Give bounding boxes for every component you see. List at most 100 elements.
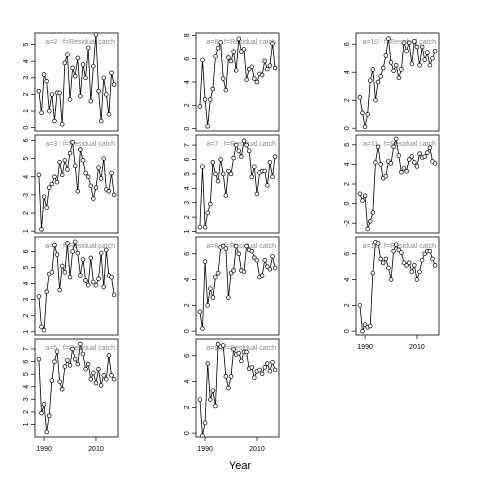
data-point bbox=[404, 48, 409, 54]
data-point bbox=[404, 169, 409, 174]
data-point bbox=[393, 242, 399, 247]
data-point bbox=[257, 367, 262, 373]
data-point bbox=[213, 171, 218, 177]
data-point bbox=[365, 226, 370, 232]
data-point bbox=[215, 270, 221, 276]
data-point bbox=[197, 309, 203, 315]
data-point bbox=[41, 327, 47, 333]
data-point bbox=[88, 376, 94, 382]
data-point bbox=[267, 266, 273, 272]
y-tick-label: 2 bbox=[23, 314, 30, 318]
data-point bbox=[70, 140, 75, 145]
data-point bbox=[252, 375, 257, 380]
data-point bbox=[62, 158, 68, 163]
y-tick-label: 6 bbox=[344, 143, 351, 147]
data-point bbox=[246, 148, 252, 154]
data-point bbox=[401, 166, 407, 171]
data-point bbox=[357, 303, 363, 308]
data-point bbox=[49, 92, 55, 97]
y-tick-label: 2 bbox=[23, 92, 30, 96]
y-tick-label: 5 bbox=[23, 372, 30, 376]
data-point bbox=[228, 171, 234, 177]
y-tick-label: 6 bbox=[23, 360, 30, 364]
x-tick-label: 2010 bbox=[409, 344, 425, 351]
data-point bbox=[267, 368, 273, 374]
data-point bbox=[419, 44, 425, 50]
data-point bbox=[252, 164, 257, 169]
data-point bbox=[370, 67, 376, 72]
data-point bbox=[406, 157, 412, 162]
data-point bbox=[39, 324, 44, 330]
data-point bbox=[373, 160, 378, 165]
data-point bbox=[228, 374, 234, 379]
y-tick-label: 6 bbox=[344, 42, 351, 46]
data-point bbox=[91, 63, 96, 69]
data-point bbox=[231, 268, 236, 273]
y-tick-label: 0 bbox=[344, 329, 351, 333]
data-point bbox=[412, 263, 417, 268]
data-point bbox=[406, 260, 412, 266]
data-point bbox=[239, 358, 244, 364]
data-point bbox=[202, 259, 208, 264]
data-point bbox=[205, 124, 210, 129]
data-point bbox=[401, 260, 407, 266]
data-point bbox=[414, 164, 420, 169]
data-point bbox=[104, 92, 109, 97]
data-point bbox=[98, 176, 104, 181]
data-point bbox=[425, 150, 430, 155]
data-point bbox=[375, 144, 381, 150]
y-tick-label: 4 bbox=[23, 175, 30, 179]
x-axis-label: Year bbox=[229, 460, 252, 472]
data-point bbox=[370, 210, 376, 215]
data-point bbox=[362, 322, 368, 327]
data-point bbox=[419, 257, 425, 263]
y-tick-label: 6 bbox=[23, 249, 30, 253]
data-point bbox=[357, 191, 363, 197]
y-tick-label: 2 bbox=[184, 405, 191, 409]
data-point bbox=[54, 179, 60, 185]
data-point bbox=[202, 97, 208, 102]
data-point bbox=[57, 159, 62, 165]
data-point bbox=[36, 172, 42, 178]
data-point bbox=[239, 154, 244, 159]
data-point bbox=[39, 410, 44, 416]
data-point bbox=[88, 98, 94, 104]
data-point bbox=[111, 376, 117, 382]
y-tick-label: 8 bbox=[184, 33, 191, 37]
data-point bbox=[380, 260, 386, 266]
panel-label: a=7 : f=Residual catch bbox=[206, 141, 276, 148]
data-point bbox=[417, 62, 422, 68]
data-point bbox=[226, 55, 231, 60]
panel-label: a=2 : f=Residual catch bbox=[45, 39, 115, 46]
panel-label: a=12 : f=Residual catch bbox=[362, 243, 436, 250]
data-point bbox=[93, 32, 99, 37]
data-point bbox=[231, 155, 236, 161]
y-tick-label: 0 bbox=[184, 127, 191, 131]
data-point bbox=[388, 277, 394, 282]
data-point bbox=[365, 111, 370, 117]
data-point bbox=[57, 379, 62, 384]
data-point bbox=[98, 118, 104, 124]
data-point bbox=[432, 48, 438, 54]
data-point bbox=[80, 351, 86, 357]
data-point bbox=[70, 346, 75, 352]
data-point bbox=[241, 138, 247, 144]
data-point bbox=[57, 287, 62, 293]
data-point bbox=[399, 67, 404, 72]
data-point bbox=[65, 167, 70, 172]
data-point bbox=[252, 255, 257, 260]
x-tick-label: 1990 bbox=[36, 446, 52, 453]
data-point bbox=[406, 40, 412, 46]
data-point bbox=[109, 274, 114, 280]
data-point bbox=[252, 76, 257, 81]
x-tick-label: 2010 bbox=[88, 446, 104, 453]
y-tick-label: 2 bbox=[23, 410, 30, 414]
data-point bbox=[67, 150, 73, 156]
data-point bbox=[249, 64, 255, 70]
data-point bbox=[83, 278, 88, 283]
data-point bbox=[80, 257, 86, 262]
y-tick-label: 6 bbox=[184, 252, 191, 256]
data-point bbox=[47, 413, 52, 418]
data-point bbox=[80, 62, 86, 67]
